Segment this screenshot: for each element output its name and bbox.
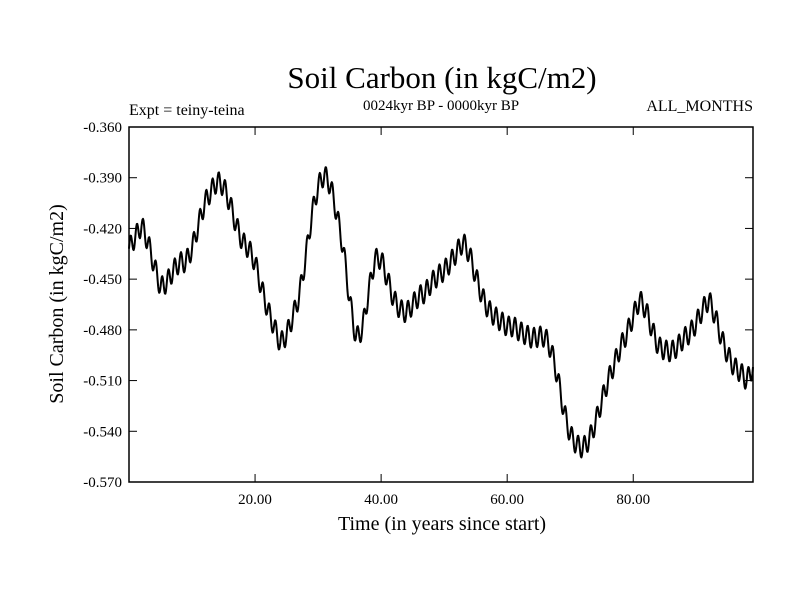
x-tick-label: 40.00 — [364, 492, 398, 508]
series-line — [128, 166, 754, 459]
y-tick-label: -0.360 — [83, 120, 122, 136]
x-axis-label: Time (in years since start) — [338, 513, 546, 535]
chart-title: Soil Carbon (in kgC/m2) — [287, 60, 596, 95]
months-note: ALL_MONTHS — [646, 98, 753, 115]
y-tick-label: -0.540 — [83, 424, 122, 440]
experiment-note: Expt = teiny-teina — [129, 102, 245, 119]
x-tick-label: 80.00 — [616, 492, 650, 508]
plot-frame — [128, 126, 754, 483]
y-tick-label: -0.570 — [83, 475, 122, 491]
x-tick-label: 60.00 — [490, 492, 524, 508]
y-tick-label: -0.390 — [83, 171, 122, 187]
y-tick-label: -0.450 — [83, 272, 122, 288]
x-ticks: 20.00 40.00 60.00 80.00 — [238, 127, 650, 508]
y-tick-label: -0.510 — [83, 374, 122, 390]
x-tick-label: 20.00 — [238, 492, 272, 508]
y-axis-label: Soil Carbon (in kgC/m2) — [46, 204, 68, 403]
chart-subtitle: 0024kyr BP - 0000kyr BP — [363, 98, 519, 114]
y-tick-label: -0.420 — [83, 221, 122, 237]
y-tick-label: -0.480 — [83, 323, 122, 339]
